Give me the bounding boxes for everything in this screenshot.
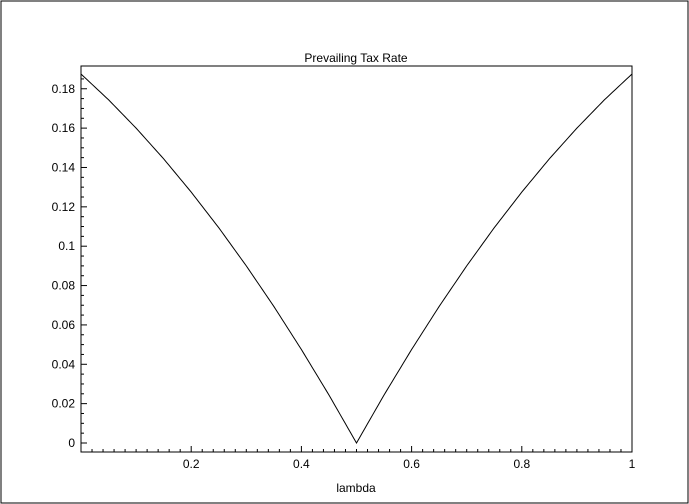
y-tick-label: 0.04 [52,357,76,371]
y-tick-label: 0.08 [52,279,76,293]
y-tick-label: 0.1 [58,239,75,253]
x-tick-label: 0.6 [403,457,420,471]
y-tick-label: 0.18 [52,82,76,96]
x-tick-label: 1 [629,457,636,471]
y-tick-label: 0.12 [52,200,76,214]
x-tick-label: 0.8 [513,457,530,471]
chart-title: Prevailing Tax Rate [304,51,407,65]
y-tick-label: 0.16 [52,121,76,135]
x-axis-label: lambda [336,481,376,495]
series-layer [80,73,633,445]
series-line [80,73,633,445]
x-axis-ticks: 0.2 0.4 0.6 0.8 1 [81,446,636,471]
y-tick-label: 0.06 [52,318,76,332]
x-tick-label: 0.2 [183,457,200,471]
x-tick-label: 0.4 [293,457,310,471]
y-axis-ticks: 0 0.02 0.04 0.06 0.08 0.1 0.12 0.14 0.16 0.18 [52,78,87,450]
y-tick-label: 0 [68,436,75,450]
y-tick-label: 0.14 [52,160,76,174]
y-tick-label: 0.02 [52,397,76,411]
